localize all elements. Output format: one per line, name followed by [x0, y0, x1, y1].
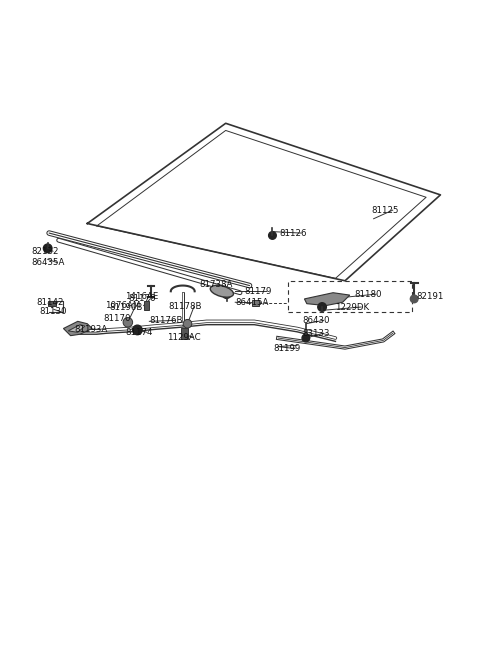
Text: 82191: 82191	[416, 292, 444, 300]
Text: 81130: 81130	[39, 307, 67, 316]
Text: 81176B: 81176B	[149, 316, 183, 325]
Bar	[252, 300, 259, 306]
Text: 81179: 81179	[245, 286, 272, 296]
Circle shape	[222, 290, 231, 298]
Text: 81174: 81174	[125, 328, 153, 337]
Circle shape	[269, 232, 276, 239]
Circle shape	[132, 325, 142, 334]
Circle shape	[318, 303, 326, 311]
Text: 86415A: 86415A	[235, 298, 269, 307]
Text: 81170: 81170	[103, 313, 131, 323]
Text: 81199: 81199	[274, 344, 300, 353]
Text: 81178B: 81178B	[168, 302, 202, 311]
Text: 81738A: 81738A	[199, 280, 233, 289]
Text: 82132: 82132	[32, 246, 59, 256]
Circle shape	[123, 317, 132, 327]
Bar	[48, 301, 56, 306]
Text: 1076AM: 1076AM	[106, 301, 141, 310]
Polygon shape	[63, 321, 92, 336]
Circle shape	[43, 244, 52, 253]
Text: 86435A: 86435A	[32, 258, 65, 267]
Circle shape	[410, 295, 418, 303]
Bar	[144, 301, 149, 310]
Text: 81180: 81180	[355, 290, 382, 299]
Bar	[181, 328, 189, 339]
Polygon shape	[68, 325, 85, 332]
Text: 1129AC: 1129AC	[168, 332, 201, 342]
Text: 81176: 81176	[129, 294, 156, 304]
Text: 1416AE: 1416AE	[125, 292, 159, 300]
Text: 81126: 81126	[280, 229, 307, 238]
Text: 83133: 83133	[302, 328, 330, 338]
Polygon shape	[304, 293, 350, 306]
Ellipse shape	[210, 285, 233, 297]
Circle shape	[302, 334, 310, 342]
Text: 1229DK: 1229DK	[336, 302, 370, 311]
Text: 81190B: 81190B	[109, 302, 143, 311]
Text: 81142: 81142	[36, 298, 64, 307]
Text: 81125: 81125	[371, 206, 399, 215]
Text: 86430: 86430	[302, 316, 330, 325]
Text: 81193A: 81193A	[74, 325, 107, 334]
Circle shape	[183, 319, 192, 328]
